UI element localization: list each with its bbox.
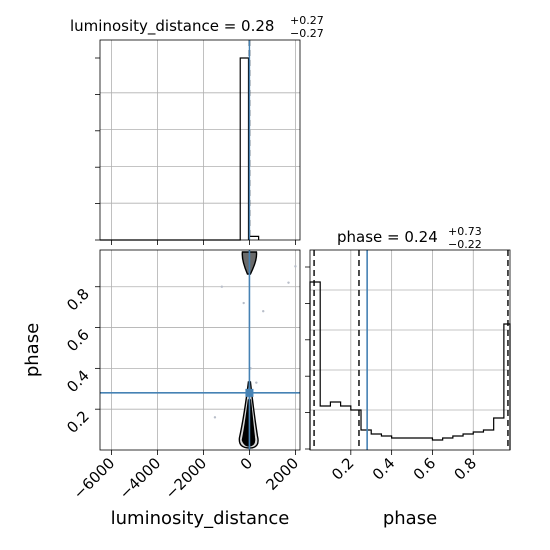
x-axis-label: phase: [383, 508, 437, 529]
x-tick-label: −2000: [162, 454, 211, 503]
histogram-title: phase = 0.24: [337, 228, 438, 246]
x-tick-label: 2000: [263, 454, 303, 494]
axis-ticks: −6000−4000−2000 0 2000 0.2 0.4 0.6 0.8: [63, 285, 302, 503]
x-tick-label: 0.6: [410, 454, 440, 484]
histogram-gridlines: [100, 40, 300, 240]
axis-ticks: [95, 57, 296, 245]
x-tick-label: 0.8: [450, 454, 480, 484]
panel-frame: [99, 249, 301, 451]
scatter-point: [213, 416, 217, 419]
histogram-marks: [100, 40, 260, 241]
x-tick-label: −4000: [116, 454, 165, 503]
x-tick-label: −6000: [70, 454, 119, 503]
scatter-point: [242, 301, 245, 305]
histogram-title-lower-error: −0.22: [448, 238, 482, 251]
contour-marks: [100, 250, 300, 450]
histogram-title-upper-error: +0.73: [448, 225, 482, 238]
x-tick-label: 0.2: [328, 454, 358, 484]
y-tick-label: 0.6: [63, 326, 93, 356]
truth-marker: [245, 388, 254, 397]
scatter-point: [294, 265, 297, 268]
scatter-point: [287, 281, 290, 284]
histogram-step-line: [309, 281, 511, 450]
luminosity-distance-histogram-panel: luminosity_distance = 0.28 +0.27 −0.27: [70, 14, 324, 245]
y-tick-label: 0.8: [63, 285, 93, 315]
y-axis-label: phase: [22, 323, 43, 377]
axis-ticks: 0.2 0.4 0.6 0.8: [305, 266, 480, 484]
x-tick-label: 0: [237, 454, 256, 473]
scatter-gridlines: [100, 250, 300, 450]
y-tick-label: 0.4: [63, 366, 93, 396]
histogram-step-line: [100, 57, 260, 241]
histogram-title-upper-error: +0.27: [290, 14, 324, 27]
luminosity-distance-vs-phase-panel: −6000−4000−2000 0 2000 0.2 0.4 0.6 0.8 luminos…: [22, 249, 302, 529]
x-tick-label: 0.4: [369, 454, 399, 484]
scatter-point: [262, 310, 265, 313]
x-axis-label: luminosity_distance: [111, 508, 290, 529]
panel-frame: [309, 249, 511, 451]
scatter-point: [255, 381, 258, 384]
y-tick-label: 0.2: [63, 407, 93, 437]
histogram-marks: [309, 250, 511, 450]
histogram-title: luminosity_distance = 0.28: [70, 17, 274, 36]
histogram-title-lower-error: −0.27: [290, 27, 324, 40]
histogram-gridlines: [310, 250, 510, 450]
panel-frame: [99, 39, 301, 241]
scatter-point: [220, 285, 224, 288]
phase-histogram-panel: 0.2 0.4 0.6 0.8 phase = 0.24 +0.73 −0.22 ph…: [305, 225, 511, 529]
